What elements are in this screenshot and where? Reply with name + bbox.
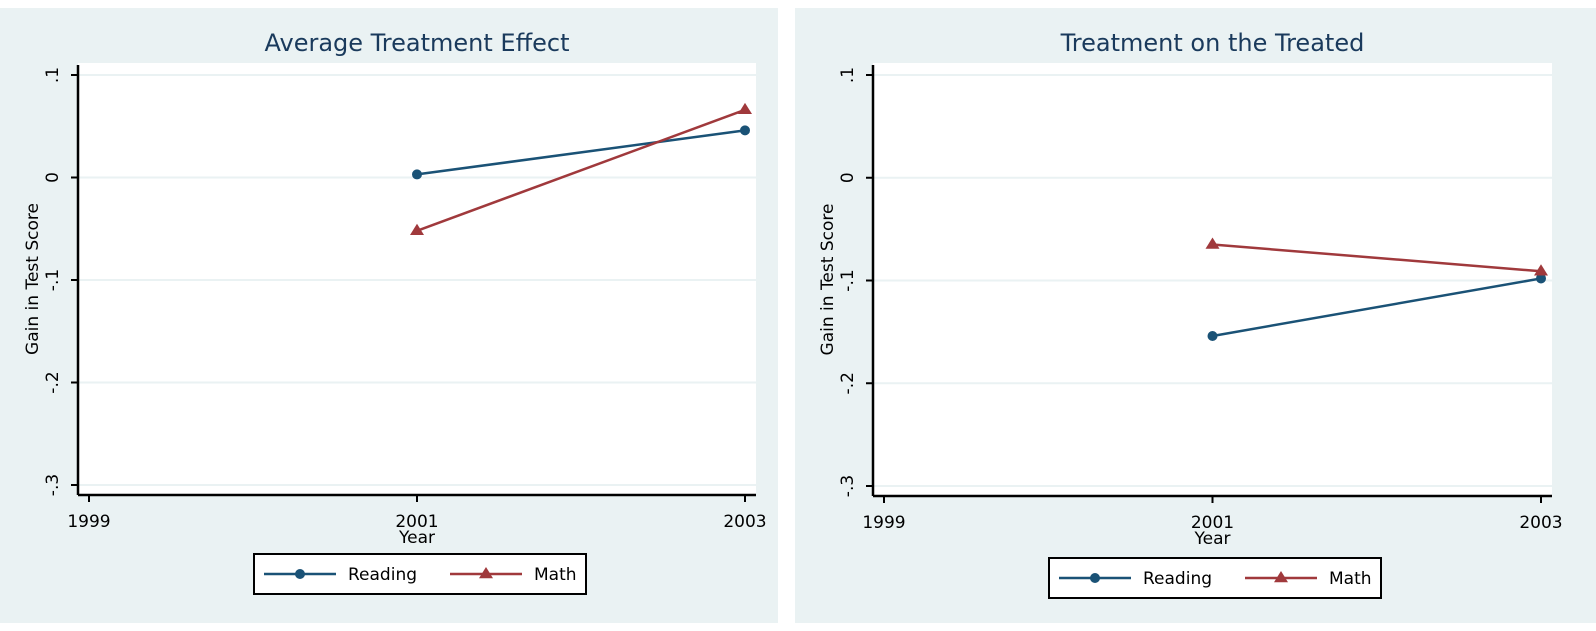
x-tick-label-0: 1999 <box>67 512 110 532</box>
legend-label-math: Math <box>1329 569 1372 589</box>
x-axis-label: Year <box>1194 529 1231 549</box>
y-tick-label-3: 0 <box>43 172 63 183</box>
legend-marker-math <box>479 567 493 579</box>
y-tick-label-3: 0 <box>838 172 858 183</box>
y-tick-label-2: -.1 <box>838 269 858 291</box>
x-tick-label-2: 2003 <box>723 512 766 532</box>
legend-marker-reading <box>1090 573 1100 583</box>
legend: Reading Math <box>253 553 587 595</box>
legend: Reading Math <box>1048 557 1382 599</box>
series-line-math <box>1212 243 1542 273</box>
chart-panel-1: Average Treatment Effect -.3 -.2 -.1 0 .1 1999… <box>0 8 778 623</box>
legend-marker-math <box>1274 571 1288 583</box>
y-tick-label-1: -.2 <box>838 372 858 394</box>
y-tick-label-4: .1 <box>838 67 858 83</box>
x-tick-label-1: 2001 <box>1191 513 1234 533</box>
chart-title: Average Treatment Effect <box>264 29 569 57</box>
point-reading-2001 <box>1207 330 1218 341</box>
y-axis-label: Gain in Test Score <box>818 204 838 356</box>
x-tick-label-1: 2001 <box>395 512 438 532</box>
x-tick-label-2: 2003 <box>1519 513 1562 533</box>
chart-panel-2: Treatment on the Treated -.3 -.2 -.1 0 .1 1999… <box>795 8 1596 623</box>
point-reading-2003 <box>740 125 750 136</box>
y-tick-label-1: -.2 <box>43 371 63 393</box>
x-tick-label-0: 1999 <box>862 513 905 533</box>
legend-marker-reading <box>295 569 305 579</box>
series-line-reading <box>416 129 746 176</box>
legend-label-math: Math <box>534 565 577 585</box>
point-reading-2003 <box>1536 273 1546 284</box>
point-math-2001 <box>410 223 424 235</box>
y-tick-label-2: -.1 <box>43 269 63 291</box>
legend-label-reading: Reading <box>1143 569 1212 589</box>
legend-label-reading: Reading <box>348 565 417 585</box>
y-axis-label: Gain in Test Score <box>23 203 43 355</box>
point-math-2001 <box>1205 237 1220 249</box>
series-line-reading <box>1212 277 1542 338</box>
point-math-2003 <box>738 102 752 115</box>
x-axis-label: Year <box>398 528 435 548</box>
point-reading-2001 <box>412 169 422 180</box>
y-tick-label-0: -.3 <box>43 474 63 496</box>
series-line-math <box>416 108 746 232</box>
chart-title: Treatment on the Treated <box>1060 29 1365 57</box>
point-math-2003 <box>1534 264 1548 276</box>
y-tick-label-4: .1 <box>43 67 63 83</box>
y-tick-label-0: -.3 <box>838 475 858 497</box>
